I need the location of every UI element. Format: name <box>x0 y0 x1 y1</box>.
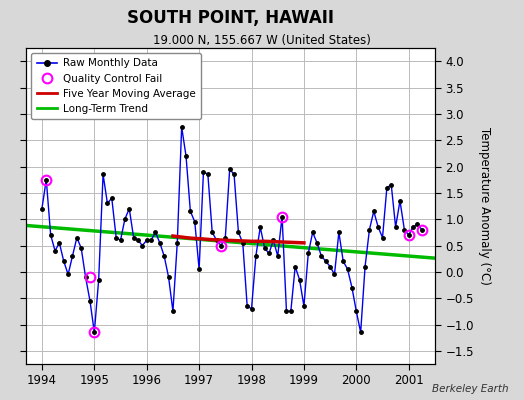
Legend: Raw Monthly Data, Quality Control Fail, Five Year Moving Average, Long-Term Tren: Raw Monthly Data, Quality Control Fail, … <box>31 53 201 119</box>
Text: 19.000 N, 155.667 W (United States): 19.000 N, 155.667 W (United States) <box>153 34 371 47</box>
Text: Berkeley Earth: Berkeley Earth <box>432 384 508 394</box>
Title: SOUTH POINT, HAWAII: SOUTH POINT, HAWAII <box>127 9 334 27</box>
Y-axis label: Temperature Anomaly (°C): Temperature Anomaly (°C) <box>477 127 490 285</box>
